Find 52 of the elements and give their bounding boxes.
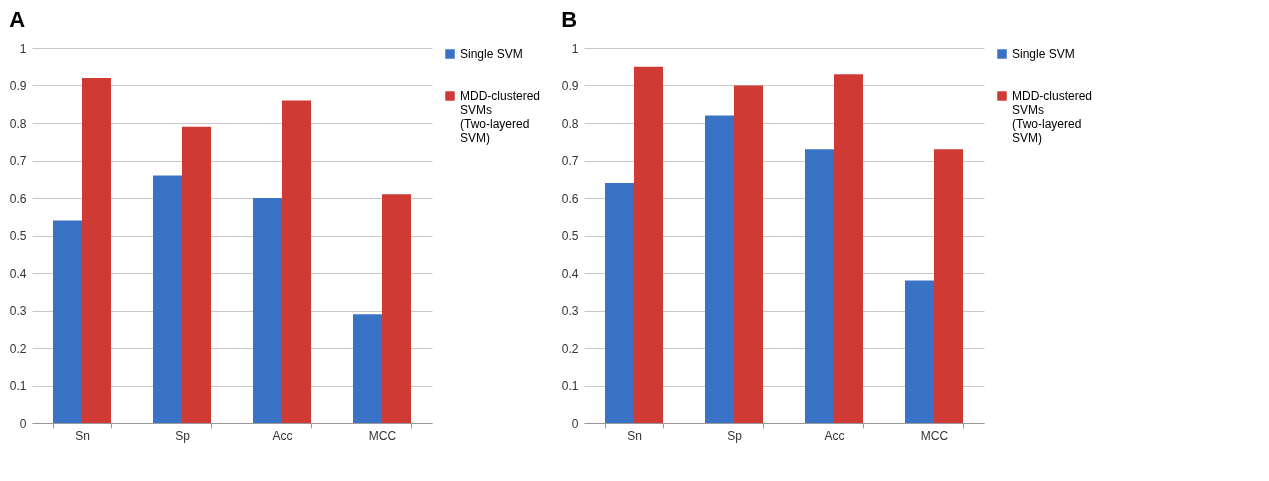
y-tick-label: 0.5: [9, 229, 27, 243]
x-tick-label: Sp: [175, 428, 191, 443]
bar: [182, 126, 211, 423]
bar: [282, 100, 311, 423]
y-tick-label: 0.5: [561, 229, 579, 243]
bar: [805, 149, 834, 423]
bar: [934, 149, 963, 423]
x-tick-label: Acc: [272, 428, 293, 443]
y-tick-label: 0.8: [9, 116, 27, 131]
y-tick-label: 1: [571, 41, 579, 56]
bar: [153, 175, 182, 423]
y-tick-label: 0.7: [561, 154, 579, 168]
y-tick-label: 0.9: [9, 79, 27, 93]
y-tick-label: 0.1: [9, 379, 27, 393]
bar: [634, 66, 663, 423]
y-tick-label: 0.9: [561, 79, 579, 93]
legend-label: Single SVM: [460, 47, 523, 61]
y-tick-label: 0.4: [561, 266, 579, 281]
y-tick-label: 0.6: [9, 191, 27, 206]
x-tick-label: Acc: [824, 428, 845, 443]
y-tick-label: 0: [571, 416, 579, 431]
bar: [253, 198, 282, 423]
chart-title: B: [561, 7, 578, 32]
bar: [905, 280, 934, 423]
bar: [734, 85, 763, 423]
x-tick-label: Sn: [75, 428, 90, 443]
legend-label: MDD-clustered SVMs (Two-layered SVM): [460, 89, 541, 145]
y-tick-label: 0.7: [9, 154, 27, 168]
legend-label: Single SVM: [1012, 47, 1075, 61]
y-tick-label: 0.2: [9, 341, 27, 356]
bar: [834, 74, 863, 423]
y-tick-label: 0.1: [561, 379, 579, 393]
x-tick-label: MCC: [368, 428, 397, 443]
y-tick-label: 0.3: [9, 304, 27, 318]
x-tick-label: Sp: [727, 428, 743, 443]
bar: [605, 183, 634, 423]
x-tick-label: Sn: [627, 428, 642, 443]
bar: [705, 115, 734, 423]
bar: [53, 220, 82, 423]
y-tick-label: 0.8: [561, 116, 579, 131]
x-tick-label: MCC: [920, 428, 949, 443]
y-tick-label: 0: [19, 416, 27, 431]
y-tick-label: 0.4: [9, 266, 27, 281]
bar: [82, 78, 111, 423]
y-tick-label: 0.3: [561, 304, 579, 318]
y-tick-label: 1: [19, 41, 27, 56]
y-tick-label: 0.2: [561, 341, 579, 356]
legend-label: MDD-clustered SVMs (Two-layered SVM): [1012, 89, 1093, 145]
y-tick-label: 0.6: [561, 191, 579, 206]
bar: [382, 194, 411, 423]
chart-title: A: [9, 7, 26, 32]
bar: [353, 314, 382, 423]
